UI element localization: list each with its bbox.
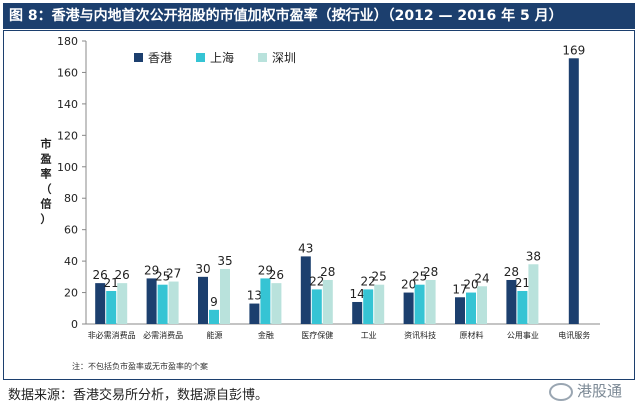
bar-香港 (146, 278, 157, 324)
chart-title: 图 8：香港与内地首次公开招股的市值加权市盈率（按行业）（2012 — 2016… (3, 3, 635, 29)
bar-chart: 020406080100120140160180市盈率（倍）262126非必需消… (40, 35, 600, 371)
bar-data-label: 27 (166, 267, 181, 281)
bar-深圳 (425, 279, 436, 324)
bar-上海 (209, 309, 219, 324)
bar-香港 (249, 303, 260, 324)
bar-data-label: 26 (115, 268, 130, 282)
x-tick-label: 医疗保健 (301, 330, 333, 340)
y-axis-label-char: 市 (41, 137, 52, 151)
bar-深圳 (271, 283, 282, 324)
x-tick-label: 电讯服务 (558, 330, 590, 340)
bar-深圳 (528, 264, 539, 324)
legend-swatch (134, 53, 143, 62)
bar-data-label: 20 (401, 278, 416, 292)
legend-label: 深圳 (272, 51, 296, 65)
bar-data-label: 21 (104, 276, 119, 290)
watermark: 港股通 (548, 380, 622, 401)
legend-label: 上海 (210, 50, 234, 65)
bar-上海 (311, 289, 322, 324)
x-tick-label: 金融 (258, 330, 274, 340)
bar-data-label: 20 (463, 278, 478, 292)
bar-data-label: 17 (452, 282, 467, 296)
y-tick-label: 80 (64, 192, 78, 205)
bar-深圳 (477, 286, 487, 324)
bar-上海 (414, 284, 425, 324)
bar-香港 (455, 297, 465, 324)
bar-data-label: 25 (372, 270, 387, 284)
y-tick-label: 0 (71, 318, 78, 331)
bar-香港 (568, 58, 579, 325)
x-tick-label: 公用事业 (507, 330, 539, 340)
bar-data-label: 24 (474, 271, 489, 285)
bar-深圳 (117, 283, 128, 324)
bar-香港 (198, 276, 208, 324)
x-tick-label: 工业 (361, 330, 377, 340)
bar-上海 (466, 292, 476, 324)
bar-data-label: 169 (562, 43, 585, 57)
bar-香港 (506, 279, 517, 324)
data-source-footer: 数据来源：香港交易所分析，数据源自彭博。 (8, 388, 269, 403)
bar-data-label: 28 (320, 265, 335, 279)
x-tick-label: 原材料 (460, 330, 484, 340)
y-tick-label: 180 (57, 35, 78, 48)
bar-深圳 (168, 281, 179, 324)
bar-上海 (517, 290, 528, 324)
bar-香港 (403, 292, 414, 324)
watermark-text: 港股通 (576, 382, 622, 400)
x-tick-label: 非必需消费品 (88, 330, 136, 340)
bar-data-label: 28 (423, 265, 438, 279)
x-tick-label: 必需消费品 (143, 330, 183, 340)
y-axis-label-char: ） (41, 213, 52, 226)
bar-data-label: 29 (258, 263, 273, 277)
bar-data-label: 22 (361, 274, 376, 288)
bar-data-label: 13 (247, 289, 262, 303)
bar-data-label: 35 (217, 254, 232, 268)
bar-深圳 (322, 279, 333, 324)
x-tick-label: 资讯科技 (404, 330, 436, 340)
y-tick-label: 60 (64, 224, 78, 237)
bar-香港 (300, 256, 311, 324)
bar-data-label: 14 (350, 287, 365, 301)
bar-data-label: 22 (309, 274, 324, 288)
y-tick-label: 20 (64, 287, 78, 300)
bar-上海 (157, 284, 168, 324)
y-axis-label-char: 盈 (40, 153, 52, 166)
bar-data-label: 26 (269, 268, 284, 282)
bar-data-label: 9 (210, 295, 218, 309)
y-tick-label: 120 (57, 129, 78, 142)
bar-上海 (363, 289, 374, 324)
legend-swatch (258, 53, 267, 62)
y-tick-label: 40 (64, 255, 78, 268)
legend-label: 香港 (148, 51, 172, 65)
bar-深圳 (220, 268, 230, 324)
bar-data-label: 30 (195, 262, 210, 276)
chart-frame: 0 20 40 60 80 100 120 140 160 180 市盈率（倍） 26 21 26 非必需消… (3, 30, 635, 380)
bar-上海 (106, 290, 117, 324)
bar-data-label: 28 (504, 265, 519, 279)
y-axis-label-char: 倍 (41, 197, 52, 211)
bar-data-label: 25 (155, 270, 170, 284)
bar-data-label: 43 (298, 241, 313, 255)
chart-note: 注：不包括负市盈率或无市盈率的个案 (72, 361, 208, 371)
bar-data-label: 21 (515, 276, 530, 290)
bar-香港 (352, 301, 363, 324)
watermark-logo-icon (548, 382, 573, 401)
bar-深圳 (374, 284, 385, 324)
bar-香港 (95, 283, 106, 324)
bar-上海 (260, 278, 271, 324)
y-tick-label: 140 (57, 98, 78, 111)
legend-swatch (196, 53, 205, 62)
bar-data-label: 38 (526, 249, 541, 263)
y-axis-label-char: 率 (41, 167, 52, 181)
y-axis-label-char: （ (41, 183, 52, 196)
bar-data-label: 29 (144, 263, 159, 277)
bar-data-label: 26 (93, 268, 108, 282)
y-tick-label: 100 (57, 161, 78, 174)
y-tick-label: 160 (57, 66, 78, 79)
x-tick-label: 能源 (207, 330, 223, 340)
bar-data-label: 25 (412, 270, 427, 284)
